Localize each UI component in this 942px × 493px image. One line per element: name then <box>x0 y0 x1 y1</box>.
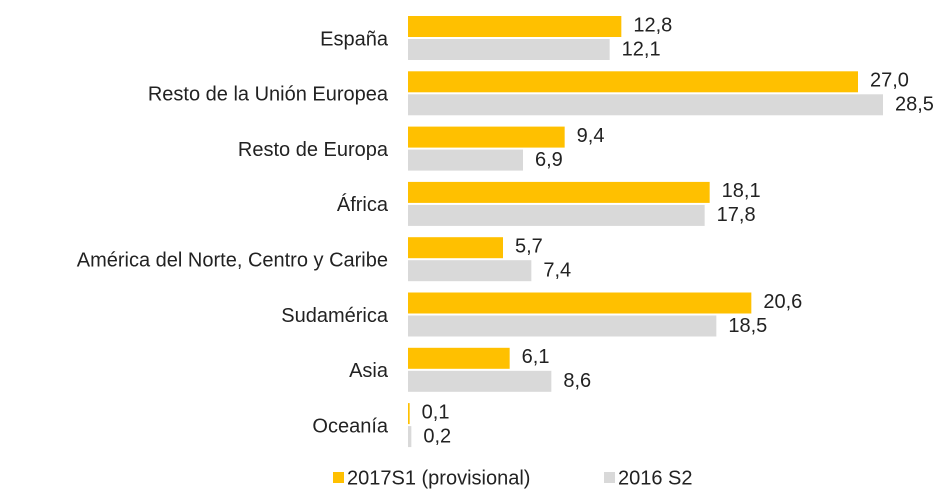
legend-label: 2016 S2 <box>618 467 693 489</box>
bar <box>408 39 610 60</box>
category-label: Resto de la Unión Europea <box>148 84 389 106</box>
category-label: América del Norte, Centro y Caribe <box>77 249 388 271</box>
category-label: Resto de Europa <box>238 139 389 161</box>
value-label: 5,7 <box>515 235 543 257</box>
bar <box>408 315 717 337</box>
bar <box>408 204 705 226</box>
category-label: África <box>337 193 389 216</box>
legend-label: 2017S1 (provisional) <box>347 467 530 489</box>
bar <box>408 347 510 369</box>
value-label: 28,5 <box>895 94 934 116</box>
category-label: Asia <box>349 360 389 382</box>
legend-swatch <box>333 472 344 483</box>
value-label: 6,1 <box>522 346 550 368</box>
bar <box>408 260 532 282</box>
bar <box>408 94 883 116</box>
bar <box>408 149 523 171</box>
category-label: Oceanía <box>312 415 388 437</box>
value-label: 27,0 <box>870 70 909 92</box>
value-label: 18,1 <box>722 180 761 202</box>
bar <box>408 292 752 314</box>
value-label: 20,6 <box>763 291 802 313</box>
value-label: 6,9 <box>535 149 563 171</box>
legend-swatch <box>604 472 615 483</box>
value-label: 12,1 <box>622 38 661 60</box>
bar <box>408 370 552 392</box>
category-label: Sudamérica <box>281 305 389 327</box>
value-label: 9,4 <box>577 125 605 147</box>
value-label: 12,8 <box>633 14 672 36</box>
value-label: 18,5 <box>728 315 767 337</box>
bar <box>408 71 858 93</box>
category-label: España <box>320 28 389 50</box>
bar <box>408 126 565 148</box>
bar <box>408 403 410 425</box>
bar <box>408 16 622 37</box>
value-label: 8,6 <box>563 370 591 392</box>
bar <box>408 181 710 203</box>
value-label: 7,4 <box>543 259 571 281</box>
bar <box>408 426 412 448</box>
value-label: 0,2 <box>423 425 451 447</box>
value-label: 0,1 <box>422 401 450 423</box>
bar <box>408 237 503 259</box>
value-label: 17,8 <box>717 204 756 226</box>
